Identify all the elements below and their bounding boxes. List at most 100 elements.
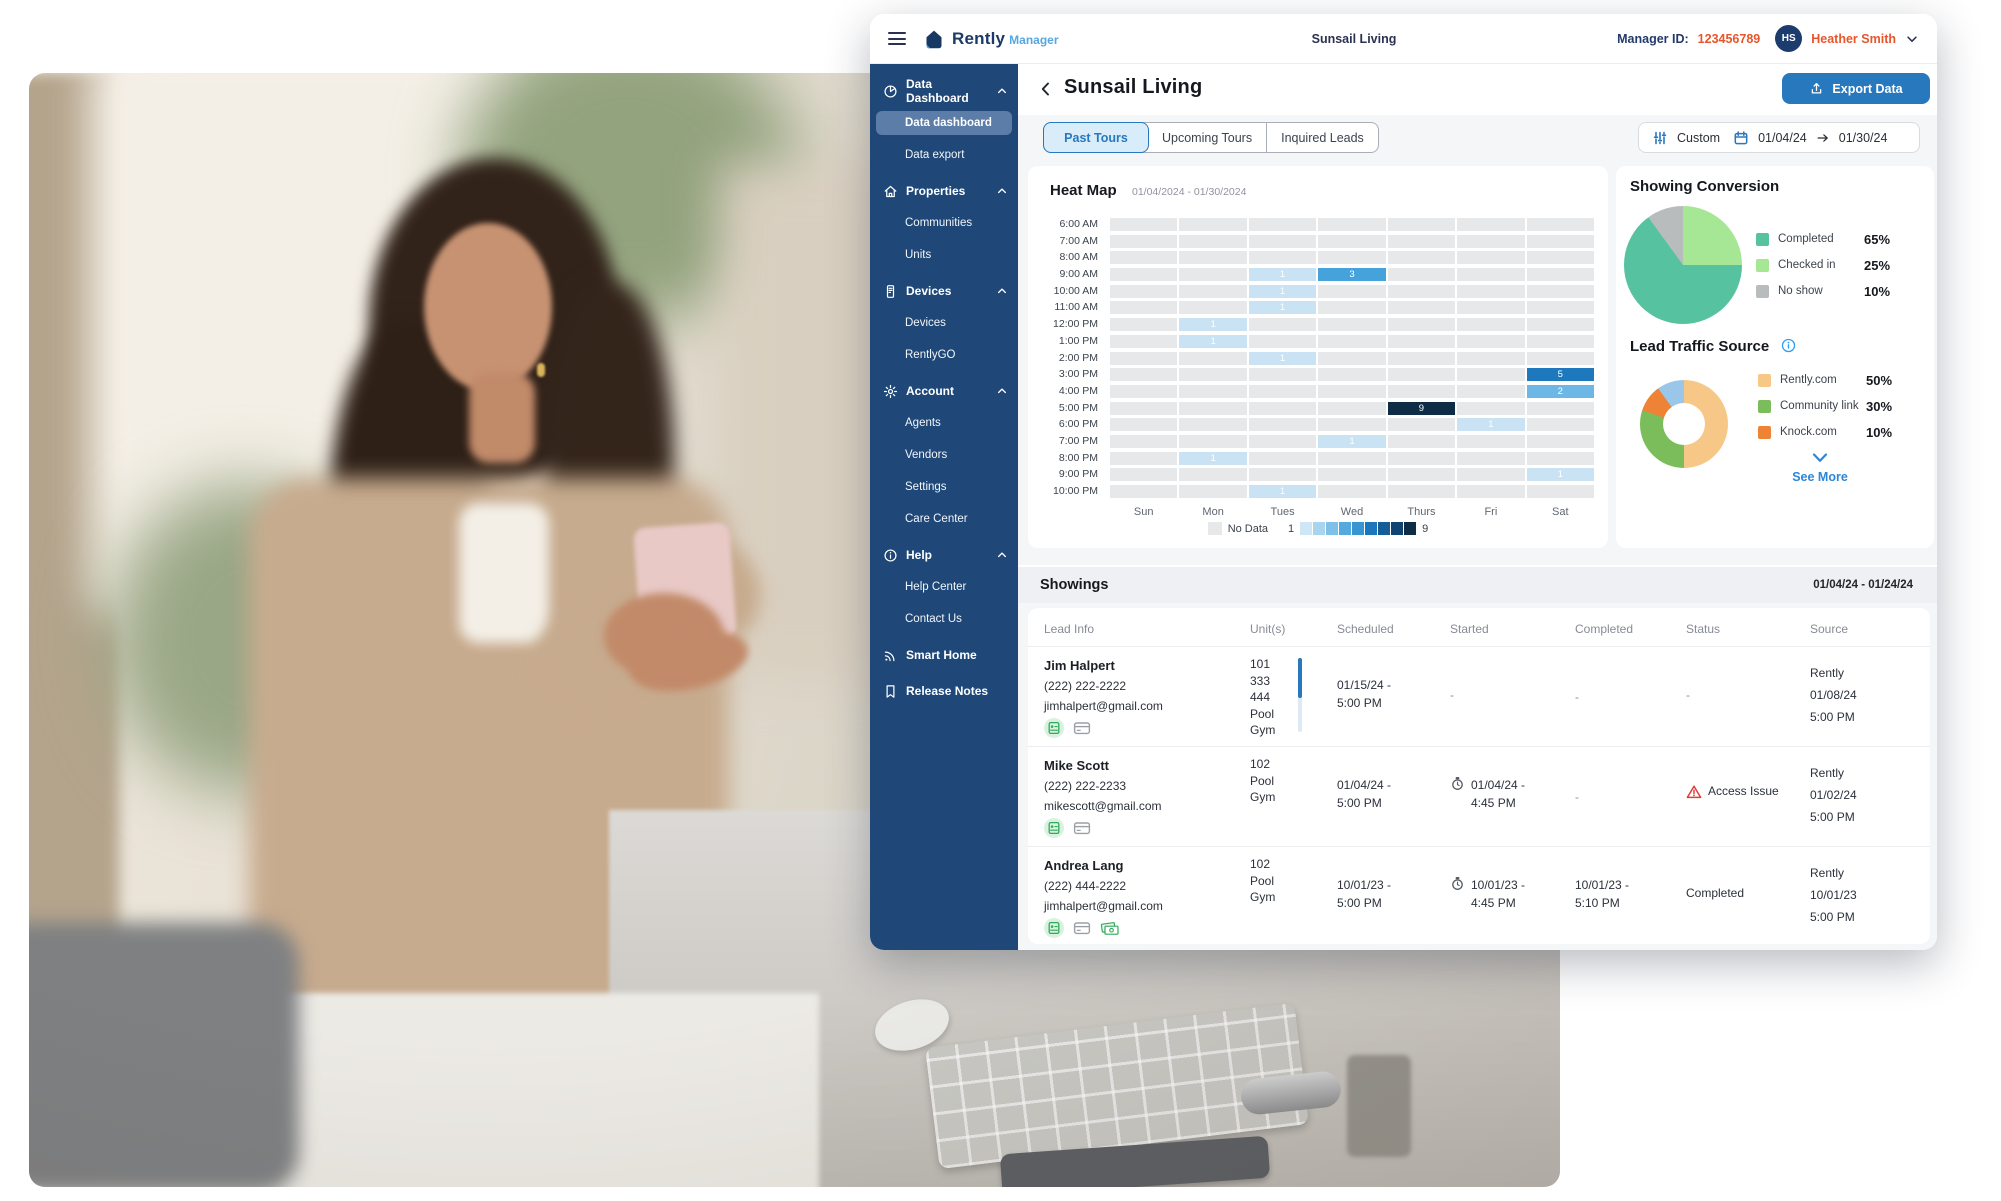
sidebar-item-vendors[interactable]: Vendors: [905, 449, 948, 461]
sidebar-item-release-notes[interactable]: Release Notes: [870, 680, 1018, 702]
table-row[interactable]: Jim Halpert (222) 222-2222 jimhalpert@gmai…: [1028, 648, 1930, 748]
photo-face: [424, 223, 552, 391]
tour-tabs: Past Tours Upcoming Tours Inquired Leads: [1043, 122, 1379, 153]
heatmap-cell: [1110, 334, 1178, 348]
sidebar-item-help-center[interactable]: Help Center: [905, 581, 967, 593]
chevron-up-icon[interactable]: [996, 385, 1008, 397]
traffic-value: 30%: [1866, 398, 1893, 414]
table-row[interactable]: Mike Scott (222) 222-2233 mikescott@gmail.…: [1028, 748, 1930, 848]
sidebar-item-communities[interactable]: Communities: [905, 217, 973, 229]
sidebar-item-settings[interactable]: Settings: [905, 481, 947, 493]
smart-home-icon: [882, 647, 898, 663]
sidebar-item-devices[interactable]: Devices: [905, 317, 946, 329]
heatmap-cell: [1110, 301, 1178, 315]
id-badge-icon: [1044, 818, 1064, 841]
heatmap-cell: [1526, 251, 1594, 265]
chevron-up-icon[interactable]: [996, 85, 1008, 97]
calendar-icon: [1733, 130, 1749, 146]
heatmap-cell: [1248, 418, 1317, 432]
started-cell: 01/04/24 -4:45 PM: [1450, 776, 1525, 812]
heatmap-cell: [1387, 351, 1456, 365]
heatmap-cell: [1110, 368, 1178, 382]
lead-email: jimhalpert@gmail.com: [1044, 899, 1163, 913]
conversion-value: 25%: [1864, 257, 1891, 273]
heatmap-cell: 1: [1248, 284, 1317, 298]
user-menu[interactable]: Manager ID: 123456789 HS Heather Smith: [1617, 25, 1919, 52]
traffic-label: Community link: [1780, 400, 1859, 412]
unit-list: 101 333 444 Pool Gym: [1250, 657, 1276, 737]
heatmap-cell: [1179, 218, 1247, 231]
info-icon[interactable]: [1781, 338, 1796, 353]
export-data-button[interactable]: Export Data: [1782, 73, 1930, 104]
date-range-filter[interactable]: Custom 01/04/24 01/30/24: [1638, 122, 1920, 153]
heatmap-time-label: 12:00 PM: [1053, 318, 1098, 331]
scrollbar-thumb[interactable]: [1298, 658, 1302, 698]
unit-list: 102 Pool Gym: [1250, 757, 1276, 804]
heatmap-day-label: Sat: [1552, 506, 1569, 518]
status-text: Completed: [1686, 886, 1745, 900]
scheduled-cell: 10/01/23 -5:00 PM: [1337, 878, 1392, 910]
source-cell: Rently 01/08/24 5:00 PM: [1810, 666, 1857, 724]
heatmap-cell: [1526, 418, 1594, 432]
legend-scale-swatch: [1391, 522, 1404, 535]
chevron-up-icon[interactable]: [996, 285, 1008, 297]
heatmap-cell: [1248, 368, 1317, 382]
sidebar-item-units[interactable]: Units: [905, 249, 932, 261]
units-scrollbar[interactable]: [1298, 658, 1302, 732]
sidebar-item-properties[interactable]: Properties: [870, 180, 1018, 202]
sidebar-item-care-center[interactable]: Care Center: [905, 513, 968, 525]
heatmap-cell: [1457, 218, 1525, 231]
sidebar-item-data-export[interactable]: Data export: [905, 149, 965, 161]
hamburger-menu-icon[interactable]: [888, 29, 906, 49]
photo-neck: [469, 373, 535, 463]
sidebar-item-data-dashboard[interactable]: Data dashboard: [876, 111, 1012, 135]
sidebar-item-smart-home[interactable]: Smart Home: [870, 644, 1018, 666]
heatmap-time-label: 6:00 PM: [1058, 418, 1098, 431]
heatmap-cell: [1318, 351, 1386, 365]
sidebar-item-data-dashboard[interactable]: Data Dashboard: [870, 77, 1018, 105]
lead-phone: (222) 222-2233: [1044, 779, 1127, 793]
heatmap-cell: [1110, 284, 1178, 298]
heatmap-cell: 9: [1387, 401, 1456, 415]
sidebar-item-contact-us[interactable]: Contact Us: [905, 613, 962, 625]
app-logo[interactable]: Rently Manager: [922, 27, 1059, 51]
legend-scale-swatch: [1365, 522, 1378, 535]
app-name-suffix: Manager: [1009, 33, 1059, 47]
avatar[interactable]: HS: [1775, 25, 1803, 52]
heatmap-cell: [1110, 268, 1178, 282]
heatmap-cell: [1318, 334, 1386, 348]
manager-id-value: 123456789: [1697, 31, 1761, 46]
heatmap-cell: [1110, 434, 1178, 448]
heatmap-cell: [1457, 401, 1525, 415]
chevron-up-icon[interactable]: [996, 549, 1008, 561]
heatmap-cell: [1179, 468, 1247, 482]
sidebar-item-rentlygo[interactable]: RentlyGO: [905, 349, 956, 361]
back-button[interactable]: [1034, 77, 1058, 101]
lead-badges: [1044, 818, 1092, 841]
sidebar-item-account[interactable]: Account: [870, 380, 1018, 402]
chevron-down-icon[interactable]: [1905, 32, 1919, 46]
legend-scale-swatch: [1378, 522, 1391, 535]
warning-icon: [1686, 784, 1702, 803]
tab-upcoming-tours[interactable]: Upcoming Tours: [1148, 123, 1268, 152]
completed-cell: 10/01/23 -5:10 PM: [1575, 878, 1630, 910]
sidebar-item-help[interactable]: Help: [870, 544, 1018, 566]
heatmap-cell: [1526, 301, 1594, 315]
sidebar-item-devices[interactable]: Devices: [870, 280, 1018, 302]
sidebar-item-agents[interactable]: Agents: [905, 417, 941, 429]
tab-inquired-leads[interactable]: Inquired Leads: [1281, 130, 1364, 145]
heatmap-cell: [1457, 384, 1525, 398]
heatmap-cell: [1318, 384, 1386, 398]
sidebar-item-label: Account: [906, 384, 954, 398]
tab-past-tours[interactable]: Past Tours: [1043, 122, 1149, 153]
card-icon: [1072, 918, 1092, 941]
table-row[interactable]: Andrea Lang (222) 444-2222 jimhalpert@gmai…: [1028, 848, 1930, 948]
traffic-legend-item: Knock.com 10%: [1758, 419, 1892, 445]
see-more-link[interactable]: See More: [1762, 450, 1878, 484]
chevron-up-icon[interactable]: [996, 185, 1008, 197]
heatmap-cell: [1179, 234, 1247, 248]
status-text: -: [1686, 688, 1690, 702]
heatmap-cell: [1248, 468, 1317, 482]
heatmap-cell: [1526, 451, 1594, 465]
sidebar-item-label: Data Dashboard: [906, 77, 969, 105]
